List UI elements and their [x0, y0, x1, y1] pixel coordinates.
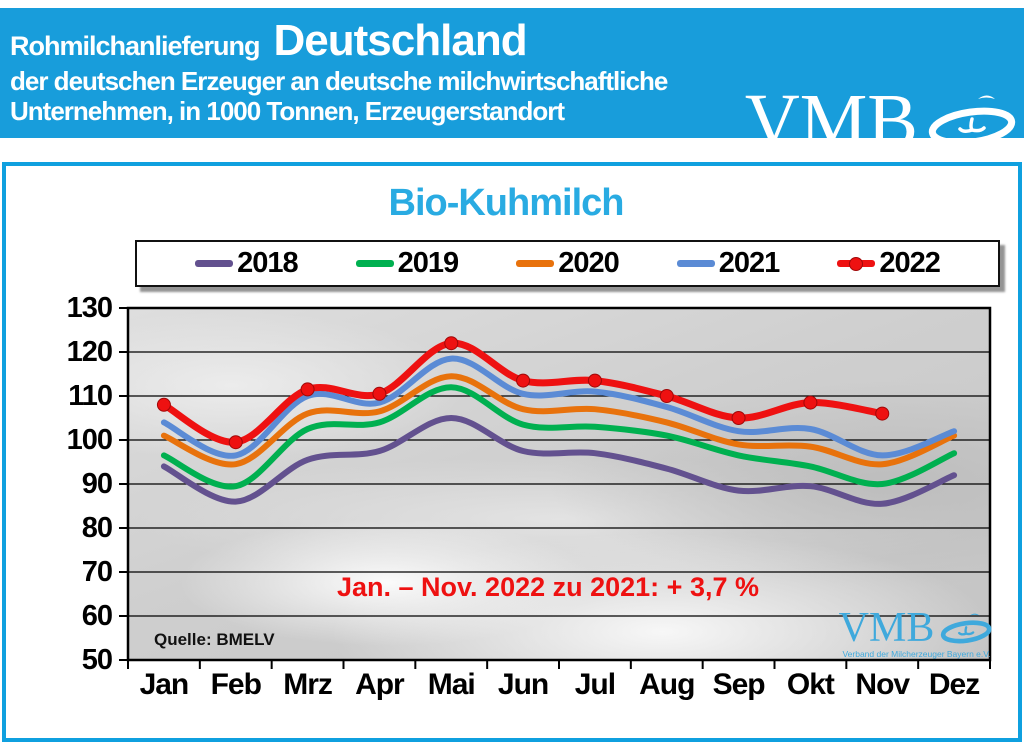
legend-item-2019: 2019	[355, 247, 460, 280]
data-point-2022	[444, 336, 459, 351]
data-point-2022	[731, 411, 746, 425]
y-tick-label: 80	[81, 512, 113, 544]
x-tick-label: Mrz	[283, 668, 333, 701]
x-tick-label: Okt	[786, 668, 835, 701]
legend-line-sample	[837, 256, 876, 271]
x-tick-label: Apr	[355, 668, 405, 701]
legend-dot-sample	[849, 256, 864, 271]
data-point-2022	[516, 373, 531, 388]
legend-label: 2022	[879, 247, 941, 279]
milk-swirl-icon	[941, 613, 992, 644]
y-tick-label: 110	[68, 380, 113, 412]
data-point-2022	[803, 395, 818, 410]
series-line-2020	[160, 373, 958, 468]
legend-line-sample	[195, 260, 234, 267]
x-tick-label: Nov	[855, 668, 910, 701]
y-axis: 130 120 110 100 90 80 70 60 50	[6, 293, 118, 675]
data-point-2022	[156, 397, 171, 412]
header-subtitle-1: der deutschen Erzeuger an deutsche milch…	[10, 66, 668, 96]
header-title-row: Rohmilchanlieferung Deutschland	[0, 8, 1024, 66]
x-tick-label: Aug	[639, 668, 695, 701]
y-tick-label: 60	[81, 600, 113, 632]
legend-item-2018: 2018	[195, 247, 299, 280]
vmb-watermark-caption: Verband der Milcherzeuger Bayern e.V.	[842, 648, 991, 659]
x-tick-label: Jul	[574, 668, 616, 701]
x-tick-label: Sep	[712, 668, 766, 701]
x-tick-label: Mai	[427, 668, 476, 701]
legend-item-2022: 2022	[837, 247, 941, 280]
y-tick-label: 100	[66, 424, 113, 456]
header-title-small: Rohmilchanlieferung	[10, 31, 261, 61]
legend-line-sample	[676, 260, 715, 267]
line-chart	[119, 306, 992, 669]
chart-legend: 2018 2019 2020 2021 2022	[135, 240, 1000, 287]
series-line-2022	[160, 339, 886, 446]
y-tick-label: 130	[66, 292, 113, 324]
milk-swirl-icon	[928, 95, 1016, 147]
chart-panel: Bio-Kuhmilch 2018 2019 2020 2021 2022 130 120…	[2, 162, 1022, 742]
legend-label: 2021	[718, 247, 781, 279]
legend-line-sample	[355, 260, 394, 267]
legend-line-sample	[516, 260, 555, 267]
legend-item-2020: 2020	[516, 247, 620, 280]
y-tick-label: 90	[81, 468, 113, 500]
data-point-2022	[659, 389, 674, 403]
source-note: Quelle: BMELV	[154, 630, 275, 649]
header-title-large: Deutschland	[273, 16, 528, 65]
data-point-2022	[300, 382, 315, 397]
legend-label: 2018	[237, 247, 299, 279]
header-banner: Rohmilchanlieferung Deutschland der deut…	[0, 8, 1024, 159]
data-point-2022	[372, 386, 387, 401]
x-tick-label: Jan	[139, 668, 190, 701]
data-point-2022	[228, 435, 243, 450]
header-subtitle-2: Unternehmen, in 1000 Tonnen, Erzeugersta…	[10, 96, 565, 126]
y-tick-label: 70	[81, 556, 113, 588]
legend-label: 2019	[397, 247, 460, 279]
data-point-2022	[875, 406, 890, 421]
series-line-2018	[160, 414, 958, 507]
legend-label: 2020	[558, 247, 620, 279]
legend-item-2021: 2021	[676, 247, 781, 280]
y-tick-label: 120	[66, 336, 113, 368]
comparison-annotation: Jan. – Nov. 2022 zu 2021: + 3,7 %	[337, 572, 759, 602]
x-tick-label: Feb	[210, 668, 262, 701]
series-line-2019	[160, 384, 958, 490]
x-axis: Jan Feb Mrz Apr Mai Jun Jul Aug Sep Okt Nov Dez	[128, 668, 990, 704]
x-tick-label: Dez	[928, 668, 980, 701]
vmb-watermark-text: VMB	[838, 605, 935, 651]
vmb-logo: VMB	[744, 79, 1020, 164]
vmb-watermark: VMB Verband der Milcherzeuger Bayern e.V…	[834, 605, 999, 659]
y-tick-label: 50	[81, 644, 113, 676]
chart-title: Bio-Kuhmilch	[388, 182, 625, 224]
series-line-2021	[160, 355, 958, 459]
vmb-watermark-row: VMB	[834, 605, 999, 651]
vmb-logo-text: VMB	[744, 79, 918, 164]
x-tick-label: Jun	[497, 668, 549, 701]
data-point-2022	[587, 373, 602, 388]
